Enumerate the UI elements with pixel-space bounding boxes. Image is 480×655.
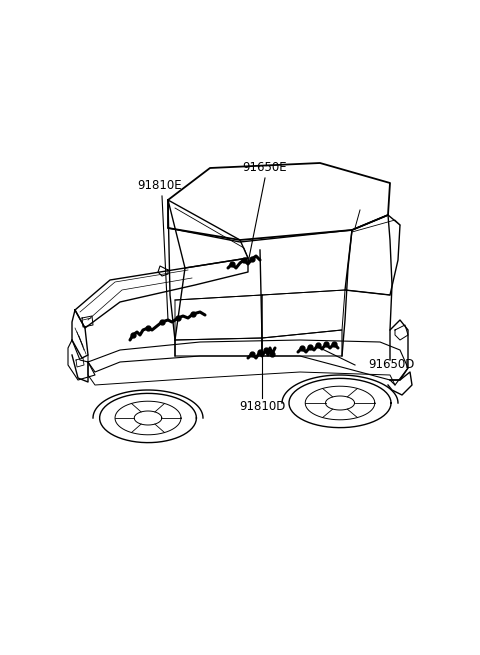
- Text: 91810D: 91810D: [239, 400, 285, 413]
- Text: 91650E: 91650E: [243, 161, 288, 174]
- Text: 91650D: 91650D: [368, 358, 414, 371]
- Text: 91810E: 91810E: [138, 179, 182, 192]
